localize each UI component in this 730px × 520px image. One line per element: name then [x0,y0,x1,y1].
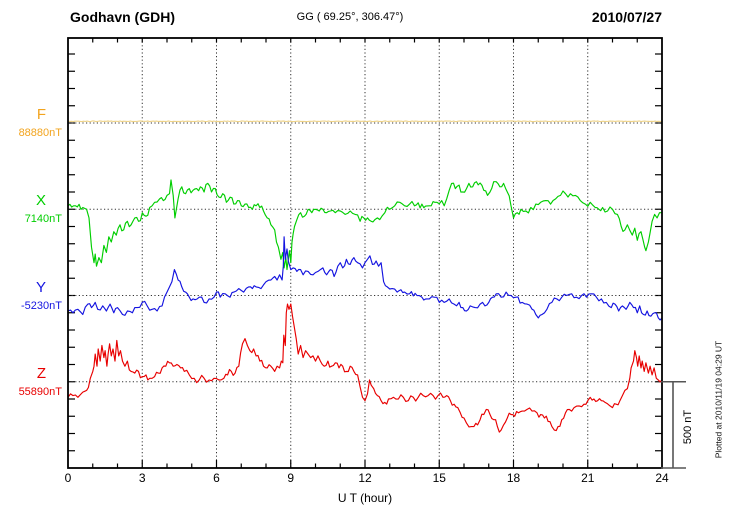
component-letter-f: F [36,106,46,123]
x-tick-label-18: 18 [506,471,521,485]
x-tick-label-15: 15 [432,471,446,485]
x-tick-label-12: 12 [358,471,372,485]
component-baseline-value-y: -5230nT [21,299,62,312]
component-letter-z: Z [36,364,46,382]
component-letter-y: Y [35,278,46,296]
component-baseline-value-z: 55890nT [18,385,62,398]
geographic-coordinates: GG ( 69.25°, 306.47°) [296,11,404,23]
x-tick-label-3: 3 [138,471,146,485]
x-tick-label-21: 21 [581,471,595,485]
observation-date: 2010/07/27 [591,9,662,25]
component-baseline-value-f: 88880nT [18,127,62,139]
x-tick-label-9: 9 [287,471,295,485]
x-tick-label-6: 6 [213,471,220,485]
plotted-at-note: Plotted at 2010/11/19 04:29 UT [713,340,724,459]
x-axis-title: U T (hour) [337,491,393,505]
station-title: Godhavn (GDH) [70,9,175,25]
component-letter-x: X [35,192,46,210]
component-baseline-value-x: 7140nT [24,213,62,226]
plot-frame [67,37,663,469]
scale-bar-label: 500 nT [682,409,694,445]
trace-x [67,179,662,271]
x-tick-label-0: 0 [64,471,72,485]
x-tick-label-24: 24 [655,471,669,485]
trace-z [67,303,663,433]
trace-y [67,236,663,321]
trace-f [67,120,663,123]
